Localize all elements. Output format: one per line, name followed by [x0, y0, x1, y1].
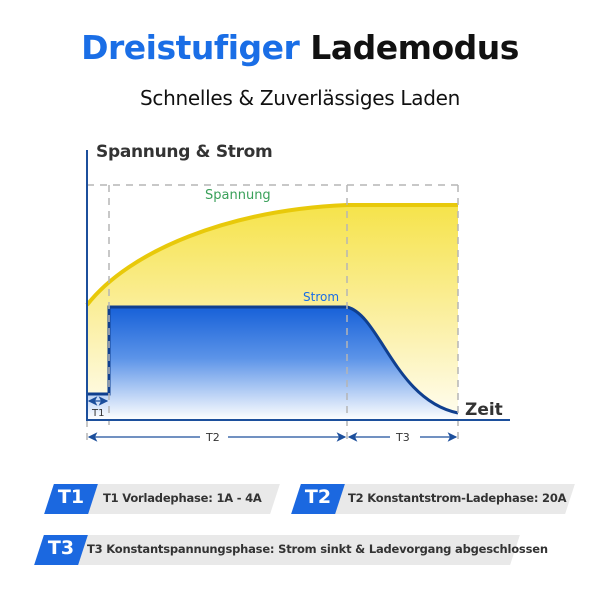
phase-description-t3: T3 Konstantspannungsphase: Strom sinkt &… [87, 542, 548, 556]
dashed-guides [86, 184, 459, 445]
t3-interval-label: T3 [395, 431, 410, 444]
voltage-line [85, 203, 458, 307]
title-rest: Lademodus [310, 28, 519, 67]
phase-description-t2: T2 Konstantstrom-Ladephase: 20A [348, 491, 567, 505]
current-label: Strom [303, 290, 339, 304]
phase-legend-t1: T1 T1 Vorladephase: 1A - 4A [44, 484, 280, 514]
x-axis-label: Zeit [465, 400, 503, 420]
page-title: Dreistufiger Lademodus [0, 28, 600, 67]
phase-tag-t1: T1 [57, 486, 85, 508]
phase-tag-t2: T2 [304, 486, 332, 508]
y-axis-label: Spannung & Strom [96, 142, 273, 162]
phase-description-t1: T1 Vorladephase: 1A - 4A [103, 491, 262, 505]
t2-interval-label: T2 [205, 431, 220, 444]
page-subtitle: Schnelles & Zuverlässiges Laden [140, 86, 460, 110]
t1-interval-label: T1 [91, 408, 104, 419]
phase-legend-t3: T3 T3 Konstantspannungsphase: Strom sink… [34, 535, 548, 565]
phase-legend-t2: T2 T2 Konstantstrom-Ladephase: 20A [291, 484, 575, 514]
voltage-label: Spannung [205, 188, 271, 203]
charging-chart: Spannung Strom Zeit T1 T2 T3 [85, 150, 510, 445]
title-accent: Dreistufiger [81, 28, 300, 67]
phase-tag-t3: T3 [47, 537, 75, 559]
current-area [87, 307, 458, 420]
